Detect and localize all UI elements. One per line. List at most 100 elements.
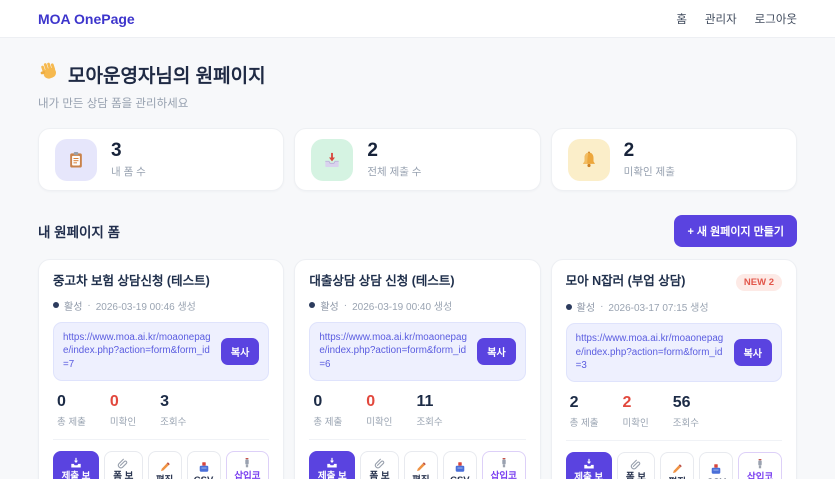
total-submissions-value: 0 (313, 392, 323, 410)
pencil-icon (160, 462, 170, 472)
forms-section-title: 내 원페이지 폼 (38, 225, 121, 240)
bell-icon (567, 138, 610, 181)
created-date: 2026-03-17 07:15 생성 (608, 303, 709, 314)
embed-code-icon (245, 457, 250, 468)
forms-section-header: 내 원페이지 폼 + 새 원페이지 만들기 (38, 215, 797, 247)
unread-label: 미확인 (622, 418, 649, 430)
copy-url-button[interactable]: 복사 (220, 337, 260, 365)
stat-value: 2 (367, 139, 378, 161)
status-dot-icon (309, 302, 316, 309)
stat-card-unread-submissions: 2 미확인 제출 (550, 128, 797, 191)
csv-export-button[interactable]: CSV (186, 450, 221, 479)
copy-url-button[interactable]: 복사 (477, 337, 516, 365)
view-submissions-button[interactable]: 제출 보기 (53, 450, 99, 479)
status-label: 활성 (64, 301, 83, 313)
new-submissions-badge: NEW 2 (735, 274, 782, 291)
form-url[interactable]: https://www.moa.ai.kr/moaonepage/index.p… (63, 331, 211, 371)
form-url-box: https://www.moa.ai.kr/moaonepage/index.p… (309, 321, 526, 381)
created-date: 2026-03-19 00:40 생성 (352, 301, 453, 313)
nav-home-link[interactable]: 홈 (676, 13, 687, 26)
view-form-button[interactable]: 폼 보기 (104, 450, 143, 479)
form-mini-stats: 0 총 제출 0 미확인 3 조회수 (53, 392, 270, 440)
form-status-row: 활성 · 2026-03-19 00:46 생성 (53, 298, 269, 313)
separator: · (343, 299, 348, 311)
stat-text: 2 전체 제출 수 (367, 141, 421, 179)
unread-value: 0 (109, 392, 119, 410)
form-url[interactable]: https://www.moa.ai.kr/moaonepage/index.p… (319, 331, 467, 371)
form-status-row: 활성 · 2026-03-19 00:40 생성 (309, 298, 525, 313)
stat-text: 3 내 폼 수 (111, 141, 146, 179)
form-card: 중고차 보험 상담신청 (테스트) 활성 · 2026-03-19 00:46 … (38, 259, 285, 479)
waving-hand-icon (38, 60, 60, 88)
top-header: MOA OnePage 홈 관리자 로그아웃 (0, 0, 835, 38)
form-url-box: https://www.moa.ai.kr/moaonepage/index.p… (53, 321, 270, 381)
hero-section: 모아운영자님의 원페이지 내가 만든 상담 폼을 관리하세요 (38, 60, 797, 111)
stat-card-my-forms: 3 내 폼 수 (38, 128, 285, 191)
pencil-icon (416, 462, 426, 472)
form-card-title: 대출상담 상담 신청 (테스트) (309, 274, 455, 288)
form-url[interactable]: https://www.moa.ai.kr/moaonepage/index.p… (575, 333, 724, 372)
view-form-button[interactable]: 폼 보기 (616, 452, 656, 479)
form-cards-grid: 중고차 보험 상담신청 (테스트) 활성 · 2026-03-19 00:46 … (38, 259, 797, 479)
nav-admin-link[interactable]: 관리자 (704, 13, 737, 26)
unread-value: 0 (366, 392, 376, 410)
page-title: 모아운영자님의 원페이지 (38, 60, 797, 88)
embed-code-button[interactable]: 삽입코드 (481, 450, 526, 479)
form-mini-stats: 0 총 제출 0 미확인 11 조회수 (309, 392, 526, 440)
brand-logo[interactable]: MOA OnePage (38, 10, 135, 27)
edit-form-button[interactable]: 편집 (147, 450, 182, 479)
view-submissions-button[interactable]: 제출 보기 (309, 450, 356, 479)
form-card-title: 중고차 보험 상담신청 (테스트) (53, 274, 210, 288)
embed-code-icon (758, 459, 762, 469)
stats-summary: 3 내 폼 수 2 전체 제출 수 (38, 128, 797, 191)
csv-download-icon (199, 462, 208, 473)
csv-export-button[interactable]: CSV (699, 452, 734, 479)
clipboard-icon (55, 138, 97, 181)
form-card: 대출상담 상담 신청 (테스트) 활성 · 2026-03-19 00:40 생… (294, 259, 541, 479)
stat-text: 2 미확인 제출 (624, 141, 675, 179)
embed-code-button[interactable]: 삽입코드 (225, 450, 270, 479)
total-submissions-label: 총 제출 (569, 418, 599, 430)
link-icon (630, 459, 641, 470)
page-subtitle: 내가 만든 상담 폼을 관리하세요 (38, 98, 189, 110)
csv-export-button[interactable]: CSV (442, 450, 477, 479)
created-date: 2026-03-19 00:46 생성 (95, 301, 196, 313)
views-label: 조회수 (416, 416, 443, 428)
stat-card-total-submissions: 2 전체 제출 수 (294, 128, 541, 191)
total-submissions-value: 0 (57, 392, 66, 410)
total-submissions-label: 총 제출 (313, 416, 343, 428)
edit-form-button[interactable]: 편집 (403, 450, 438, 479)
form-actions-row: 제출 보기 폼 보기 편집 CSV 삽입코드 (309, 450, 526, 479)
status-label: 활성 (576, 303, 596, 314)
stat-value: 2 (623, 139, 635, 161)
inbox-tray-icon (311, 138, 354, 181)
view-submissions-button[interactable]: 제출 보기 (565, 452, 612, 479)
form-mini-stats: 2 총 제출 2 미확인 56 조회수 (565, 395, 782, 442)
link-icon (374, 458, 384, 469)
nav-logout-link[interactable]: 로그아웃 (754, 13, 797, 26)
unread-label: 미확인 (366, 416, 393, 428)
total-submissions-label: 총 제출 (57, 416, 86, 428)
create-onepage-button[interactable]: + 새 원페이지 만들기 (674, 215, 797, 247)
stat-label: 미확인 제출 (623, 165, 675, 178)
form-actions-row: 제출 보기 폼 보기 편집 CSV 삽입코드 (53, 450, 270, 479)
stat-value: 3 (111, 139, 122, 161)
embed-code-button[interactable]: 삽입코드 (738, 452, 782, 479)
csv-download-icon (455, 462, 465, 473)
view-form-button[interactable]: 폼 보기 (360, 450, 399, 479)
status-dot-icon (53, 302, 59, 309)
submissions-tray-icon (583, 458, 594, 469)
separator: · (600, 301, 604, 312)
embed-code-icon (502, 457, 506, 468)
status-dot-icon (565, 303, 572, 310)
stat-label: 전체 제출 수 (367, 165, 422, 178)
separator: · (87, 299, 91, 311)
unread-label: 미확인 (109, 416, 137, 428)
views-label: 조회수 (160, 416, 187, 428)
csv-download-icon (711, 464, 721, 474)
edit-form-button[interactable]: 편집 (660, 452, 695, 479)
views-value: 11 (416, 392, 434, 410)
views-label: 조회수 (672, 418, 699, 430)
copy-url-button[interactable]: 복사 (733, 339, 772, 367)
views-value: 3 (160, 392, 170, 410)
